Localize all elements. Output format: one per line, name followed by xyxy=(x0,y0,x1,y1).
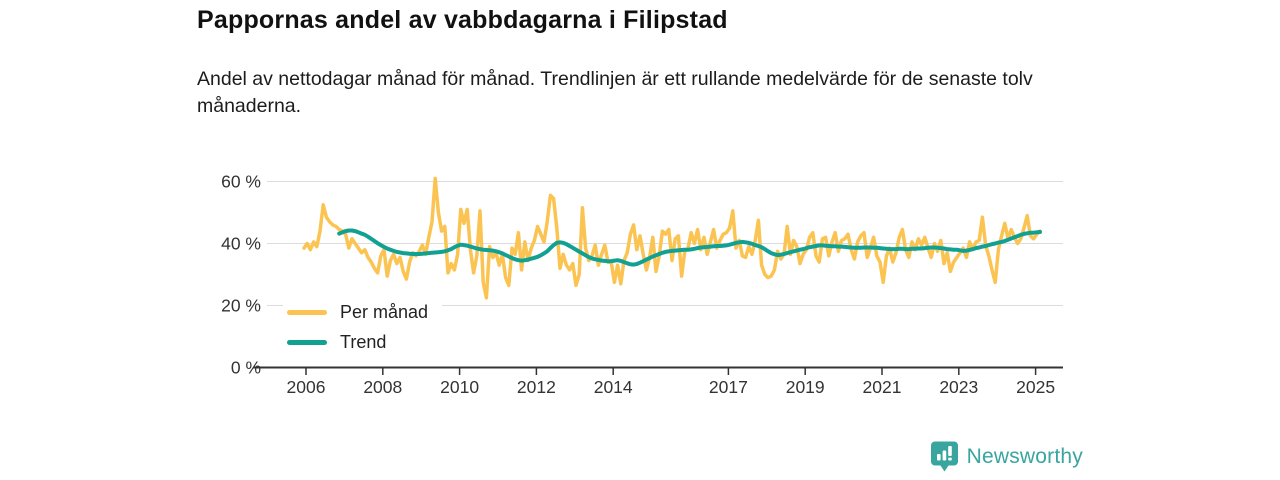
x-tick-label: 2023 xyxy=(939,377,978,397)
legend-label-trend: Trend xyxy=(340,332,387,352)
trend-swatch xyxy=(287,340,327,345)
x-tick-label: 2025 xyxy=(1016,377,1055,397)
y-tick-label: 20 % xyxy=(221,296,261,316)
legend-item-trend: Trend xyxy=(287,332,428,353)
trend-line xyxy=(337,228,1042,267)
y-tick-label: 0 % xyxy=(231,358,261,378)
chart-title: Pappornas andel av vabbdagarna i Filipst… xyxy=(197,6,728,34)
per-manad-line xyxy=(302,176,1042,300)
x-tick-label: 2006 xyxy=(287,377,326,397)
newsworthy-logo-icon xyxy=(930,441,958,472)
x-tick-label: 2019 xyxy=(786,377,825,397)
x-tick-label: 2017 xyxy=(709,377,748,397)
y-tick-label: 60 % xyxy=(221,172,261,192)
newsworthy-branding[interactable]: Newsworthy xyxy=(930,441,1083,472)
legend-label-per-manad: Per månad xyxy=(340,302,429,322)
legend-item-per-manad: Per månad xyxy=(287,302,428,323)
x-tick-label: 2008 xyxy=(363,377,402,397)
newsworthy-logo-text: Newsworthy xyxy=(966,444,1083,468)
x-tick-label: 2010 xyxy=(440,377,479,397)
x-tick-label: 2014 xyxy=(594,377,633,397)
chart-legend: Per månad Trend xyxy=(283,298,443,359)
x-tick-label: 2021 xyxy=(863,377,902,397)
y-tick-label: 40 % xyxy=(221,234,261,254)
x-tick-label: 2012 xyxy=(517,377,556,397)
per-manad-swatch xyxy=(287,310,327,315)
chart-subtitle: Andel av nettodagar månad för månad. Tre… xyxy=(197,68,1033,117)
